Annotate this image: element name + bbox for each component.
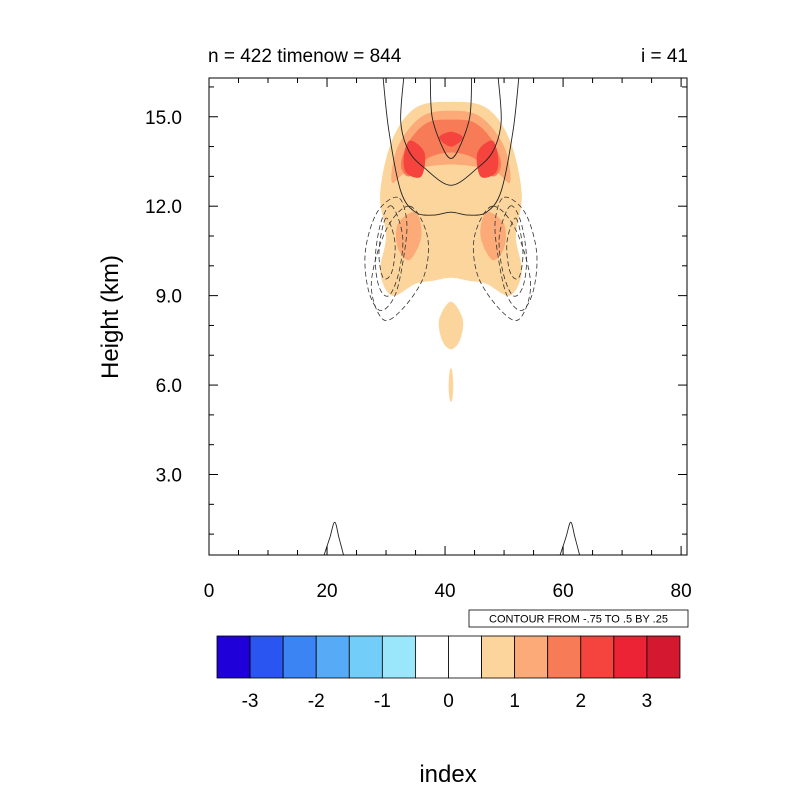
y-tick-label: 9.0 [156,287,182,308]
x-tick-label: 40 [434,581,455,602]
contour-fill-level-2 [395,211,422,261]
colorbar-box [315,635,350,679]
contour-info-text: CONTOUR FROM -.75 TO .5 BY .25 [489,614,668,626]
colorbar-box [415,635,449,679]
contour-line-negative [506,217,524,280]
contour-line-negative [494,196,538,311]
colorbar-box [514,635,549,679]
contour-line-positive [429,77,473,159]
filled-contours [380,101,522,402]
x-tick-label: 0 [204,581,215,602]
contour-line-negative [370,205,429,321]
colorbar-box [448,635,482,679]
contour-line-negative [364,196,408,311]
colorbar-box [249,635,284,679]
colorbar-label: -3 [242,691,259,712]
plot-area: 0 20 40 60 80 3.0 6.0 9.0 12.0 15.0 [145,77,692,602]
colorbar-label: 2 [575,691,586,712]
contour-line-negative [374,205,404,297]
colorbar-label: 1 [509,691,520,712]
title-right: i = 41 [641,46,688,67]
contour-info-box: CONTOUR FROM -.75 TO .5 BY .25 [468,609,689,628]
colorbar-box [481,635,516,679]
x-axis-label: index [419,761,476,788]
contour-fill-level-4 [439,131,463,147]
y-tick-label: 12.0 [145,197,182,218]
colorbar-box [613,635,648,679]
contour-line-negative [498,205,527,297]
y-axis: 3.0 6.0 9.0 12.0 15.0 [145,86,687,535]
colorbar-label: 3 [642,691,653,712]
x-tick-label: 60 [553,581,574,602]
title-left: n = 422 timenow = 844 [208,46,402,67]
x-axis: 0 20 40 60 80 [204,78,692,602]
contour-fill-level-1 [438,301,464,350]
plot-frame [208,77,688,556]
contour-line-positive [400,77,502,186]
y-axis-label: Height (km) [97,255,124,379]
colorbar-box [580,635,615,679]
y-tick-label: 15.0 [145,108,182,129]
contour-line-negative [472,205,532,321]
colorbar-label: -2 [308,691,325,712]
contour-fill-level-1 [448,368,454,402]
contour-fill-level-2 [480,211,506,261]
contour-line-positive [323,521,344,556]
y-tick-label: 3.0 [156,466,182,487]
line-contours [323,77,581,556]
contour-line-positive [559,521,581,556]
contour-fill-level-3 [400,119,502,177]
colorbar-box [381,635,416,679]
colorbar-box [348,635,383,679]
x-tick-label: 20 [316,581,337,602]
contour-line-negative [378,217,396,280]
colorbar: -3 -2 -1 0 1 2 3 [216,635,681,712]
colorbar-box [646,635,681,679]
x-tick-label: 80 [671,581,692,602]
contour-line-positive [382,77,520,216]
colorbar-box [282,635,317,679]
y-tick-label: 6.0 [156,376,182,397]
colorbar-box [216,635,251,679]
colorbar-label: 0 [443,691,454,712]
colorbar-label: -1 [374,691,391,712]
colorbar-box [547,635,582,679]
